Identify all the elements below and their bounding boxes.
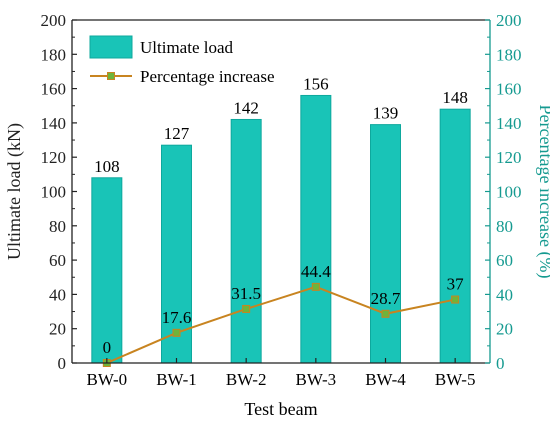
bar-bw-1 (161, 144, 192, 364)
bar-value-label: 156 (303, 74, 329, 93)
y-tick-label: 40 (49, 285, 66, 304)
y2-tick-label: 0 (496, 354, 505, 373)
legend-bar-swatch (89, 35, 133, 59)
line-point-bw-4 (381, 309, 390, 318)
y2-tick-label: 60 (496, 251, 513, 270)
line-point-bw-1 (172, 328, 181, 337)
line-point-bw-5 (451, 295, 460, 304)
bar-bw-3 (300, 94, 332, 364)
legend-line-label: Percentage increase (140, 67, 275, 86)
y2-tick-label: 160 (496, 80, 522, 99)
y-tick-label: 120 (41, 148, 67, 167)
x-tick-label: BW-1 (156, 370, 197, 389)
line-value-label: 44.4 (301, 262, 331, 281)
legend-bar-label: Ultimate load (140, 38, 234, 57)
line-value-label: 0 (103, 338, 112, 357)
y2-tick-label: 180 (496, 45, 522, 64)
y2-tick-label: 140 (496, 114, 522, 133)
y-tick-label: 140 (41, 114, 67, 133)
y-tick-label: 80 (49, 217, 66, 236)
y2-tick-label: 120 (496, 148, 522, 167)
line-point-bw-3 (311, 282, 320, 291)
line-point-bw-2 (242, 304, 251, 313)
y-tick-label: 180 (41, 45, 67, 64)
y-tick-label: 60 (49, 251, 66, 270)
line-value-label: 17.6 (162, 308, 192, 327)
line-value-label: 37 (447, 275, 465, 294)
line-layer (102, 282, 460, 367)
bar-bw-5 (439, 108, 471, 364)
x-tick-label: BW-5 (435, 370, 476, 389)
bar-value-label: 139 (373, 104, 399, 123)
bar-value-label: 142 (233, 98, 259, 117)
y-tick-label: 160 (41, 80, 67, 99)
x-tick-label: BW-2 (226, 370, 267, 389)
bar-value-label: 127 (164, 124, 190, 143)
bar-value-label: 148 (442, 88, 468, 107)
line-value-label: 28.7 (371, 289, 401, 308)
legend: Ultimate load Percentage increase (89, 35, 275, 86)
labels-layer: 108 127 142 156 139 148 0 17.6 31.5 44.4 28.7 37 (94, 74, 468, 357)
y2-tick-label: 100 (496, 183, 522, 202)
percentage-line (106, 285, 456, 364)
y2-tick-label: 40 (496, 285, 513, 304)
y2-tick-label: 200 (496, 11, 522, 30)
axes-layer: 0 20 40 60 80 100 120 140 160 180 200 0 20 40 60 80 100 1… (4, 11, 550, 419)
line-value-label: 31.5 (231, 284, 261, 303)
y2-tick-label: 80 (496, 217, 513, 236)
x-tick-label: BW-4 (365, 370, 406, 389)
y-tick-label: 0 (58, 354, 67, 373)
bar-bw-0 (91, 177, 123, 364)
x-tick-label: BW-0 (87, 370, 128, 389)
x-tick-label: BW-3 (296, 370, 337, 389)
bar-value-label: 108 (94, 157, 120, 176)
y-tick-label: 200 (41, 11, 67, 30)
bar-bw-2 (230, 118, 262, 364)
y-axis-title: Ultimate load (kN) (4, 123, 25, 260)
x-axis-title: Test beam (244, 399, 317, 419)
y-tick-label: 20 (49, 320, 66, 339)
legend-line-marker (107, 72, 115, 80)
y-tick-label: 100 (41, 183, 67, 202)
y2-tick-label: 20 (496, 320, 513, 339)
y2-axis-title: Percentage increase (%) (535, 105, 550, 279)
bar-bw-4 (370, 124, 401, 364)
bars-layer (91, 94, 471, 364)
